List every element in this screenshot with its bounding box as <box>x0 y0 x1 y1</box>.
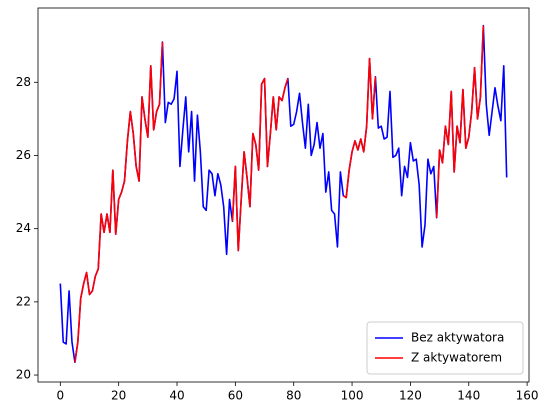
x-tick-label: 120 <box>399 389 422 403</box>
y-tick-label: 24 <box>16 221 31 235</box>
y-tick-label: 26 <box>16 148 31 162</box>
plot-frame <box>37 7 530 383</box>
x-tick-label: 140 <box>457 389 480 403</box>
x-tick-label: 60 <box>228 389 243 403</box>
x-tick-label: 100 <box>341 389 364 403</box>
legend-label: Z aktywatorem <box>411 351 502 365</box>
y-tick-label: 22 <box>16 294 31 308</box>
x-tick-label: 160 <box>516 389 539 403</box>
x-tick-label: 80 <box>286 389 301 403</box>
y-tick-label: 28 <box>16 75 31 89</box>
x-tick-label: 40 <box>169 389 184 403</box>
series-line <box>74 25 485 363</box>
legend-label: Bez aktywatora <box>411 331 504 345</box>
x-tick-label: 0 <box>56 389 64 403</box>
series-line <box>59 24 508 364</box>
legend: Bez aktywatora Z aktywatorem <box>366 321 524 375</box>
y-tick-label: 20 <box>16 368 31 382</box>
x-tick-label: 20 <box>111 389 126 403</box>
legend-box <box>366 321 524 375</box>
